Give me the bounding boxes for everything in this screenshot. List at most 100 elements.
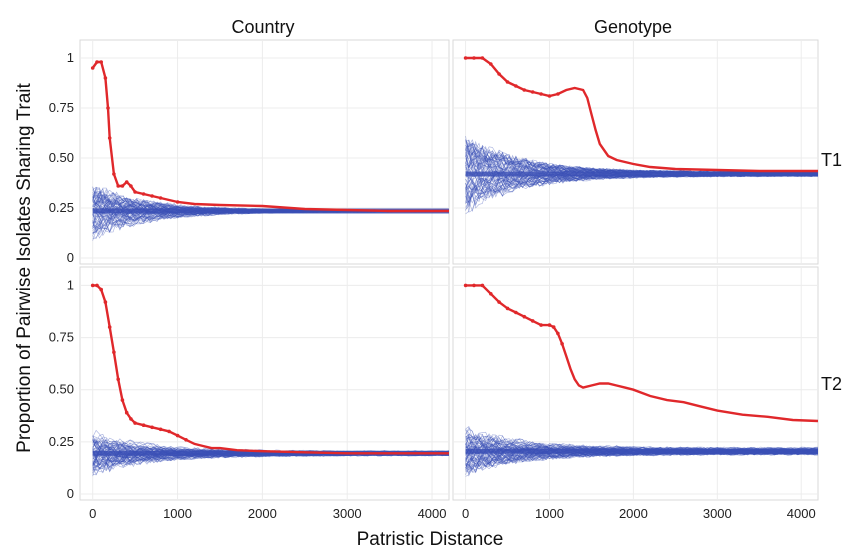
observed-point — [103, 300, 108, 304]
observed-point — [175, 433, 180, 438]
observed-point — [116, 184, 120, 188]
x-tick-label: 4000 — [418, 506, 447, 521]
observed-point — [556, 92, 560, 96]
y-tick-label: 0 — [67, 250, 74, 265]
observed-point — [551, 325, 556, 329]
observed-point — [497, 300, 501, 304]
observed-point — [505, 80, 510, 84]
column-label-genotype: Genotype — [594, 17, 672, 37]
plot-area — [90, 60, 449, 241]
observed-point — [129, 417, 133, 421]
observed-point — [106, 106, 110, 110]
panel-country-t1 — [79, 39, 450, 265]
y-tick-label: 1 — [67, 277, 74, 292]
observed-point — [141, 192, 146, 196]
observed-point — [530, 90, 535, 94]
observed-point — [530, 319, 535, 323]
null-series-trace — [465, 175, 818, 206]
null-series-trace — [465, 434, 818, 450]
observed-point — [175, 200, 180, 204]
y-tick-label: 0.75 — [49, 100, 74, 115]
null-series-trace — [465, 451, 818, 469]
observed-point — [150, 194, 154, 198]
panel-genotype-t1 — [452, 39, 819, 265]
observed-point — [472, 283, 476, 288]
observed-point — [167, 429, 171, 434]
row-label-t1: T1 — [821, 150, 842, 170]
x-tick-label: 1000 — [163, 506, 192, 521]
y-axis-title: Proportion of Pairwise Isolates Sharing … — [14, 82, 35, 452]
observed-point — [514, 84, 518, 88]
y-tick-label: 0.25 — [49, 200, 74, 215]
observed-point — [120, 184, 125, 188]
x-tick-label: 2000 — [248, 506, 277, 521]
observed-point — [120, 398, 125, 402]
observed-point — [90, 66, 95, 70]
observed-point — [522, 314, 527, 319]
observed-point — [112, 172, 116, 176]
plot-area — [90, 283, 449, 477]
observed-point — [133, 190, 137, 194]
observed-point — [522, 88, 527, 92]
observed-point — [107, 325, 112, 329]
observed-point — [90, 283, 95, 288]
observed-point — [133, 421, 137, 425]
null-series-trace — [465, 433, 818, 451]
observed-point — [158, 427, 163, 432]
observed-point — [560, 342, 564, 346]
y-tick-label: 0.50 — [49, 382, 74, 397]
plot-area — [463, 283, 818, 477]
observed-point — [463, 283, 468, 288]
observed-point — [505, 306, 510, 311]
x-tick-label: 1000 — [535, 506, 564, 521]
y-tick-label: 0.25 — [49, 434, 74, 449]
y-tick-label: 0.50 — [49, 150, 74, 165]
observed-point — [107, 136, 112, 140]
y-tick-label: 0.75 — [49, 330, 74, 345]
y-tick-label: 1 — [67, 50, 74, 65]
observed-point — [539, 323, 543, 327]
observed-series-line — [465, 284, 818, 423]
observed-point — [556, 331, 560, 336]
observed-point — [489, 62, 493, 66]
observed-point — [480, 283, 485, 288]
observed-point — [129, 184, 133, 188]
column-label-country: Country — [231, 17, 294, 37]
x-tick-labels: 0 1000 2000 3000 4000 0 1000 2000 3000 4000 — [89, 506, 816, 521]
panel-background — [452, 266, 819, 501]
x-tick-label: 3000 — [703, 506, 732, 521]
observed-point — [158, 196, 163, 200]
x-axis-title: Patristic Distance — [357, 529, 504, 550]
observed-point — [463, 56, 468, 60]
observed-point — [124, 180, 129, 184]
observed-point — [547, 94, 552, 98]
y-tick-labels: 0 0.25 0.50 0.75 1 0 0.25 0.50 0.75 1 — [49, 50, 74, 501]
observed-point — [95, 283, 99, 288]
observed-point — [99, 60, 103, 64]
observed-point — [480, 56, 485, 60]
x-tick-label: 4000 — [787, 506, 816, 521]
y-tick-label: 0 — [67, 486, 74, 501]
observed-point — [184, 438, 188, 442]
observed-point — [497, 72, 501, 76]
x-tick-label: 0 — [462, 506, 469, 521]
observed-point — [112, 350, 116, 355]
observed-point — [103, 76, 108, 80]
panel-background — [452, 39, 819, 265]
null-series-trace — [465, 452, 818, 477]
observed-point — [99, 287, 103, 292]
observed-point — [472, 56, 476, 60]
x-tick-label: 2000 — [619, 506, 648, 521]
panel-country-t2 — [79, 266, 450, 501]
observed-point — [547, 323, 552, 327]
panels-layer — [79, 39, 819, 501]
observed-series-line — [91, 60, 449, 213]
null-series-trace — [465, 452, 818, 477]
observed-point — [150, 425, 154, 430]
null-series-trace — [465, 425, 818, 450]
row-label-t2: T2 — [821, 374, 842, 394]
panel-background — [79, 39, 450, 265]
x-tick-label: 0 — [89, 506, 96, 521]
observed-point — [514, 310, 518, 315]
